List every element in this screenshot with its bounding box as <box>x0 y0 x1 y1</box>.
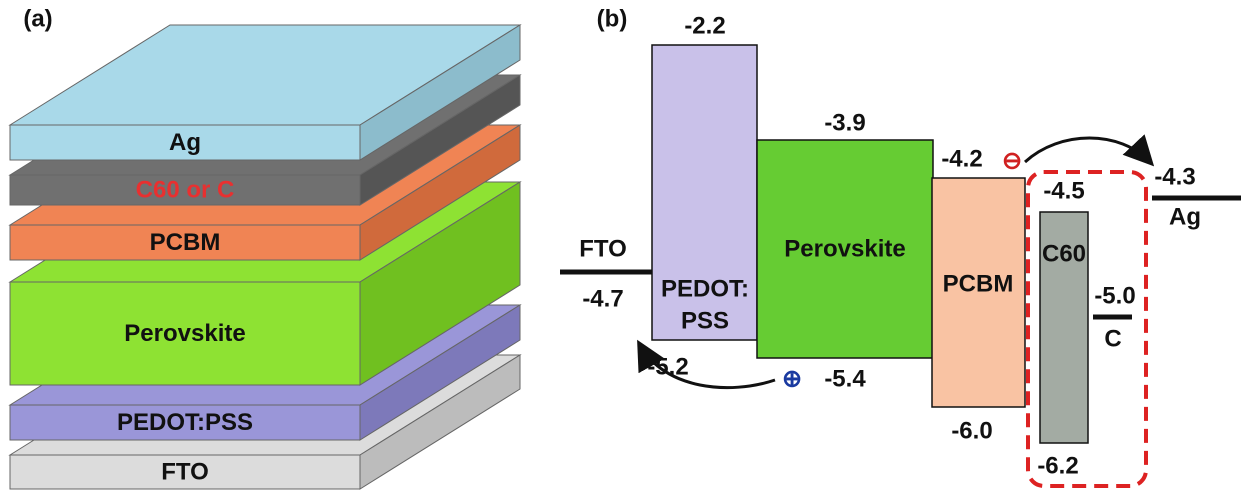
material-label: FTO <box>579 235 627 262</box>
panel-label: (a) <box>23 5 52 32</box>
energy-label: -2.2 <box>684 12 725 39</box>
electron-arrow <box>1025 138 1150 162</box>
energy-label: -3.9 <box>824 109 865 136</box>
material-label: PCBM <box>943 270 1014 297</box>
hole-symbol: ⊕ <box>782 365 802 392</box>
layer-label: C60 or C <box>136 176 235 203</box>
electron-symbol: ⊖ <box>1002 147 1022 174</box>
energy-label: -5.4 <box>824 365 866 392</box>
energy-label: -4.3 <box>1154 163 1195 190</box>
layer-label: PCBM <box>150 229 221 256</box>
energy-label: -4.7 <box>582 285 623 312</box>
material-label: PSS <box>681 307 729 334</box>
energy-label: -5.0 <box>1094 282 1135 309</box>
layer-label: PEDOT:PSS <box>117 409 253 436</box>
material-label: Ag <box>1169 203 1201 230</box>
layer-stack: FTO PEDOT:PSS Perovskite PCBM C60 or C Ag <box>10 25 520 489</box>
energy-label: -4.2 <box>941 145 982 172</box>
material-label: C60 <box>1042 240 1086 267</box>
layer-label: FTO <box>161 458 209 485</box>
layer-label: Perovskite <box>124 320 245 347</box>
panel-label: (b) <box>597 5 628 32</box>
material-label: PEDOT: <box>661 275 749 302</box>
energy-label: -4.5 <box>1043 177 1084 204</box>
figure: FTOPEDOT:PSSPerovskitePCBMC60 or CAg (a)… <box>0 0 1241 490</box>
energy-label: -5.2 <box>647 353 688 380</box>
layer-label: Ag <box>169 129 201 156</box>
material-label: Perovskite <box>784 235 905 262</box>
energy-label: -6.2 <box>1037 452 1078 479</box>
energy-label: -6.0 <box>951 417 992 444</box>
material-label: C <box>1104 325 1121 352</box>
